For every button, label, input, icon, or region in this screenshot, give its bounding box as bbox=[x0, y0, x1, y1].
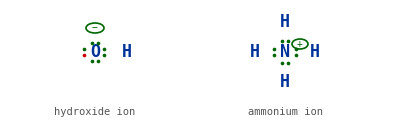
Text: H: H bbox=[250, 43, 260, 61]
Point bbox=[271, 48, 277, 50]
Point bbox=[279, 62, 285, 64]
Text: −: − bbox=[92, 23, 98, 33]
Point bbox=[101, 48, 107, 50]
Point bbox=[95, 42, 101, 44]
Text: N: N bbox=[280, 43, 290, 61]
Point bbox=[293, 54, 299, 56]
Text: H: H bbox=[280, 73, 290, 91]
Text: hydroxide ion: hydroxide ion bbox=[54, 107, 136, 117]
Point bbox=[285, 62, 291, 64]
Point bbox=[89, 42, 95, 44]
Text: H: H bbox=[310, 43, 320, 61]
Point bbox=[101, 54, 107, 56]
Point bbox=[89, 60, 95, 62]
Point bbox=[95, 60, 101, 62]
Text: H: H bbox=[280, 13, 290, 31]
Point bbox=[293, 48, 299, 50]
Text: +: + bbox=[297, 39, 303, 49]
Point bbox=[81, 54, 87, 56]
Point bbox=[81, 48, 87, 50]
Point bbox=[285, 40, 291, 42]
Point bbox=[271, 54, 277, 56]
Text: ammonium ion: ammonium ion bbox=[248, 107, 322, 117]
Text: O: O bbox=[90, 43, 100, 61]
Point bbox=[279, 40, 285, 42]
Text: H: H bbox=[122, 43, 132, 61]
